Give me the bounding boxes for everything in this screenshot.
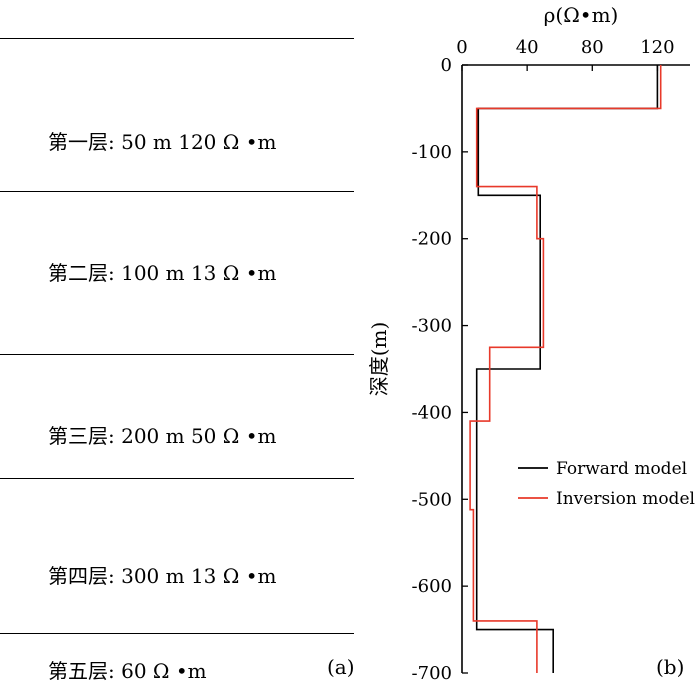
panel-a-label: (a) [327, 655, 355, 679]
y-tick-label: -500 [412, 489, 452, 510]
series-line-inversion-model [469, 65, 662, 673]
layer-boundary [0, 478, 354, 479]
layer-3-label: 第三层: 200 m 50 Ω •m [48, 424, 277, 448]
layer-4-label: 第四层: 300 m 13 Ω •m [48, 564, 277, 588]
x-axis-label: ρ(Ω•m) [544, 3, 619, 27]
y-tick-label: -400 [412, 402, 452, 423]
layer-model-panel: 第一层: 50 m 120 Ω •m 第二层: 100 m 13 Ω •m 第三… [0, 38, 355, 683]
x-tick-label: 120 [640, 37, 674, 58]
y-axis-label: 深度(m) [367, 322, 391, 397]
y-tick-label: -600 [412, 576, 452, 597]
y-tick-label: -300 [412, 316, 452, 337]
y-tick-label: -700 [412, 663, 452, 682]
x-tick-label: 80 [581, 37, 604, 58]
layer-boundary [0, 191, 354, 192]
y-tick-label: -200 [412, 229, 452, 250]
layer-5-label: 第五层: 60 Ω •m [48, 659, 207, 683]
x-tick-label: 40 [516, 37, 539, 58]
layer-1-label: 第一层: 50 m 120 Ω •m [48, 130, 277, 154]
layer-boundary [0, 354, 354, 355]
layer-boundary [0, 633, 354, 634]
y-tick-label: 0 [441, 55, 452, 76]
x-tick-label: 0 [456, 37, 467, 58]
legend-label: Inversion model [556, 489, 695, 509]
layer-boundary [0, 38, 354, 39]
layer-2-label: 第二层: 100 m 13 Ω •m [48, 261, 277, 285]
legend-label: Forward model [556, 459, 687, 479]
series-line-forward-model [475, 65, 659, 673]
panel-b-label: (b) [656, 655, 684, 679]
y-tick-label: -100 [412, 142, 452, 163]
